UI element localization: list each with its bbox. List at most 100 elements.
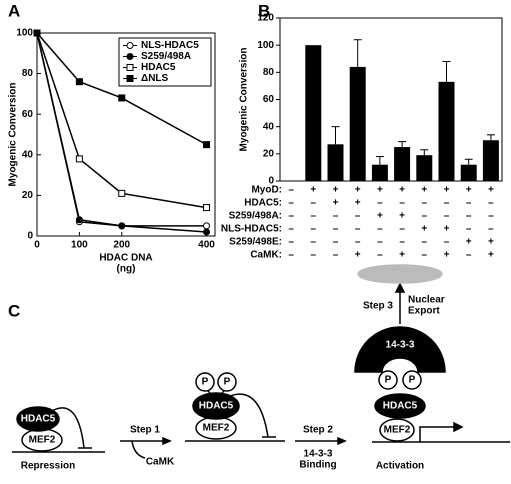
repression-arrow <box>229 393 269 438</box>
condition-sign: – <box>333 237 339 248</box>
condition-sign: + <box>377 211 383 222</box>
series-line <box>36 32 207 209</box>
condition-sign: + <box>421 185 427 196</box>
plot-frame <box>36 32 216 237</box>
condition-sign: + <box>355 250 361 261</box>
label: HDAC5 <box>21 414 56 425</box>
y-tick-label: 20 <box>263 148 275 159</box>
label: Binding <box>299 460 336 471</box>
label: P <box>224 377 231 388</box>
condition-sign: – <box>311 211 317 222</box>
activation-arrow <box>419 426 458 442</box>
y-tick-label: 120 <box>257 13 274 24</box>
condition-sign: – <box>288 237 294 248</box>
condition-sign: + <box>377 185 383 196</box>
condition-sign: – <box>422 211 428 222</box>
condition-sign: + <box>466 237 472 248</box>
condition-sign: – <box>377 224 383 235</box>
label: HDAC5 <box>199 401 234 412</box>
y-tick-label: 20 <box>22 190 34 201</box>
condition-sign: – <box>466 224 472 235</box>
condition-sign: – <box>311 198 317 209</box>
condition-sign: – <box>399 237 405 248</box>
condition-sign: – <box>377 250 383 261</box>
bar <box>305 45 322 181</box>
condition-sign: + <box>444 185 450 196</box>
arrowhead <box>337 436 347 446</box>
legend-marker <box>126 75 134 82</box>
label: MEF2 <box>384 425 411 436</box>
label: Export <box>408 306 440 317</box>
condition-label: S259/498A: <box>229 211 282 222</box>
label: P <box>385 375 392 386</box>
camk-curve <box>131 440 146 459</box>
condition-label: CaMK: <box>250 250 282 261</box>
label: Step 2 <box>303 425 333 436</box>
label: Repression <box>21 461 75 472</box>
hdac5 <box>374 393 426 419</box>
label: P <box>202 377 209 388</box>
x-tick-label: 0 <box>34 240 40 251</box>
condition-sign: – <box>288 250 294 261</box>
condition-sign: – <box>311 237 317 248</box>
arrowhead <box>453 421 464 433</box>
legend-marker <box>126 42 134 49</box>
arrowhead <box>394 282 406 293</box>
condition-sign: + <box>488 185 494 196</box>
bar <box>394 147 411 181</box>
nuclear-pore <box>357 264 443 284</box>
condition-sign: – <box>288 198 294 209</box>
bar <box>371 164 388 181</box>
label: Nuclear <box>408 295 445 306</box>
condition-sign: – <box>444 198 450 209</box>
repression-arrow <box>49 407 85 449</box>
phosphate <box>402 370 422 390</box>
condition-sign: + <box>399 211 405 222</box>
condition-sign: + <box>333 198 339 209</box>
condition-sign: – <box>333 250 339 261</box>
condition-sign: + <box>421 224 427 235</box>
condition-sign: – <box>466 198 472 209</box>
legend-marker <box>126 64 134 71</box>
condition-sign: – <box>288 185 294 196</box>
condition-sign: – <box>377 198 383 209</box>
panel-letter: C <box>8 301 20 320</box>
condition-sign: – <box>422 198 428 209</box>
marker <box>203 141 211 149</box>
condition-sign: – <box>377 237 383 248</box>
bar <box>460 164 477 181</box>
hdac5 <box>192 392 240 420</box>
bar <box>349 66 366 181</box>
panel-letter: A <box>8 1 20 20</box>
legend-label: S259/498A <box>141 51 191 62</box>
condition-sign: – <box>488 198 494 209</box>
phosphate <box>378 370 398 390</box>
condition-sign: – <box>355 237 361 248</box>
condition-sign: – <box>466 211 472 222</box>
y-tick-label: 60 <box>263 94 275 105</box>
x-axis-unit: (ng) <box>117 264 136 275</box>
marker <box>75 216 83 224</box>
marker <box>75 78 83 86</box>
condition-sign: + <box>333 185 339 196</box>
condition-sign: – <box>488 224 494 235</box>
mef2 <box>379 418 415 442</box>
y-tick-label: 0 <box>268 176 274 187</box>
y-tick-label: 0 <box>27 231 33 242</box>
bar <box>416 155 433 181</box>
marker <box>118 189 126 197</box>
hdac5 <box>16 406 60 432</box>
marker <box>118 222 126 230</box>
marker <box>203 228 211 236</box>
diagram <box>12 264 510 459</box>
bar <box>482 140 499 181</box>
condition-label: NLS-HDAC5: <box>221 224 282 235</box>
arrowhead <box>162 436 172 446</box>
condition-sign: – <box>444 211 450 222</box>
label: 14-3-3 <box>304 449 333 460</box>
condition-sign: + <box>488 237 494 248</box>
label: Activation <box>376 461 424 472</box>
condition-sign: + <box>466 185 472 196</box>
condition-sign: – <box>288 211 294 222</box>
